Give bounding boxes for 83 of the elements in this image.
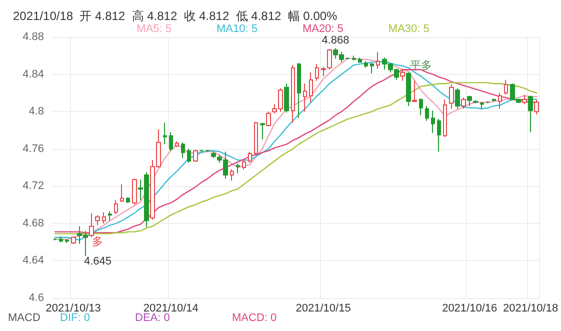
text: MACD: 0 — [232, 312, 277, 324]
candlestick — [437, 118, 441, 152]
candlestick — [425, 105, 429, 122]
annotation: 平多 — [410, 60, 432, 72]
candlestick — [120, 184, 124, 202]
annotation: 4.868 — [322, 34, 350, 47]
candlestick — [193, 149, 198, 162]
candlestick — [431, 110, 435, 134]
candlestick — [303, 83, 307, 112]
candlestick — [236, 163, 240, 174]
candlestick — [352, 55, 356, 61]
annotation: 多 — [92, 236, 104, 248]
candlestick — [309, 72, 313, 103]
x-tick-label: 2021/10/13 — [46, 302, 101, 314]
candlestick — [260, 122, 265, 140]
y-tick-label: 4.64 — [22, 254, 44, 267]
y-tick-label: 4.6 — [28, 292, 44, 304]
candlestick — [126, 196, 130, 204]
candlestick — [175, 140, 179, 148]
candlestick — [364, 60, 368, 68]
y-tick-label: 4.84 — [22, 68, 44, 80]
chart-title: 2021/10/18 开 4.812 高 4.812 收 4.812 低 4.812 幅 0.00% — [13, 9, 338, 23]
candlestick — [169, 132, 173, 152]
candlestick — [528, 95, 533, 133]
y-tick-label: 4.76 — [22, 142, 44, 155]
y-tick-label: 4.8 — [28, 106, 44, 118]
candlestick — [114, 200, 118, 215]
candlestick — [163, 122, 167, 145]
candlestick — [59, 236, 63, 243]
candlestick — [254, 121, 258, 156]
candlestick — [400, 68, 405, 82]
text: MA20: 5 — [302, 23, 344, 35]
candlestick — [473, 100, 478, 104]
y-tick-label: 4.68 — [22, 217, 44, 230]
candlestick — [370, 62, 374, 74]
x-tick-label: 2021/10/18 — [503, 302, 558, 314]
text: MACD — [8, 312, 40, 324]
candlestick — [230, 168, 234, 182]
candlestick — [284, 83, 289, 114]
x-tick-label: 2021/10/15 — [296, 302, 351, 314]
candlestick — [181, 142, 185, 159]
candlestick — [187, 148, 191, 164]
candlestick — [242, 160, 246, 170]
x-tick-label: 2021/10/16 — [442, 302, 498, 314]
candlestick — [266, 111, 271, 127]
candlestick — [498, 92, 502, 110]
candlestick — [480, 102, 484, 110]
candlestick — [132, 178, 137, 206]
y-tick-label: 4.72 — [22, 180, 44, 192]
candlestick — [65, 238, 69, 244]
candlestick — [406, 72, 411, 106]
candlestick — [467, 95, 472, 106]
x-tick-label: 2021/10/14 — [143, 302, 198, 314]
y-tick-label: 4.88 — [22, 31, 44, 43]
candlestick — [449, 84, 454, 110]
text: DEA: 0 — [135, 312, 170, 324]
candlestick — [199, 149, 204, 152]
text: MA30: 5 — [388, 23, 430, 35]
text: MA10: 5 — [216, 23, 258, 35]
candlestick — [504, 79, 508, 96]
candlestick — [455, 88, 460, 110]
candlestick — [376, 51, 380, 70]
candlestick — [89, 212, 94, 238]
candlestick — [95, 214, 100, 226]
candlestick — [108, 210, 112, 222]
candlestick — [522, 94, 527, 105]
candlestick — [534, 98, 539, 115]
text: DIF: 0 — [60, 312, 90, 324]
candlestick — [315, 64, 319, 82]
candlestick — [291, 64, 295, 124]
candlestick — [71, 236, 76, 244]
candlestick — [412, 80, 417, 103]
candlestick — [358, 57, 362, 63]
candlestick — [297, 62, 301, 119]
candlestick — [492, 98, 496, 102]
candlestick — [248, 151, 252, 164]
candlestick — [102, 212, 106, 224]
candlestick — [419, 98, 423, 116]
text: MA5: 5 — [136, 23, 172, 35]
candlestick — [205, 149, 210, 152]
annotation: 4.645 — [84, 256, 112, 268]
candlestick — [461, 97, 466, 110]
candlestick — [443, 98, 447, 138]
